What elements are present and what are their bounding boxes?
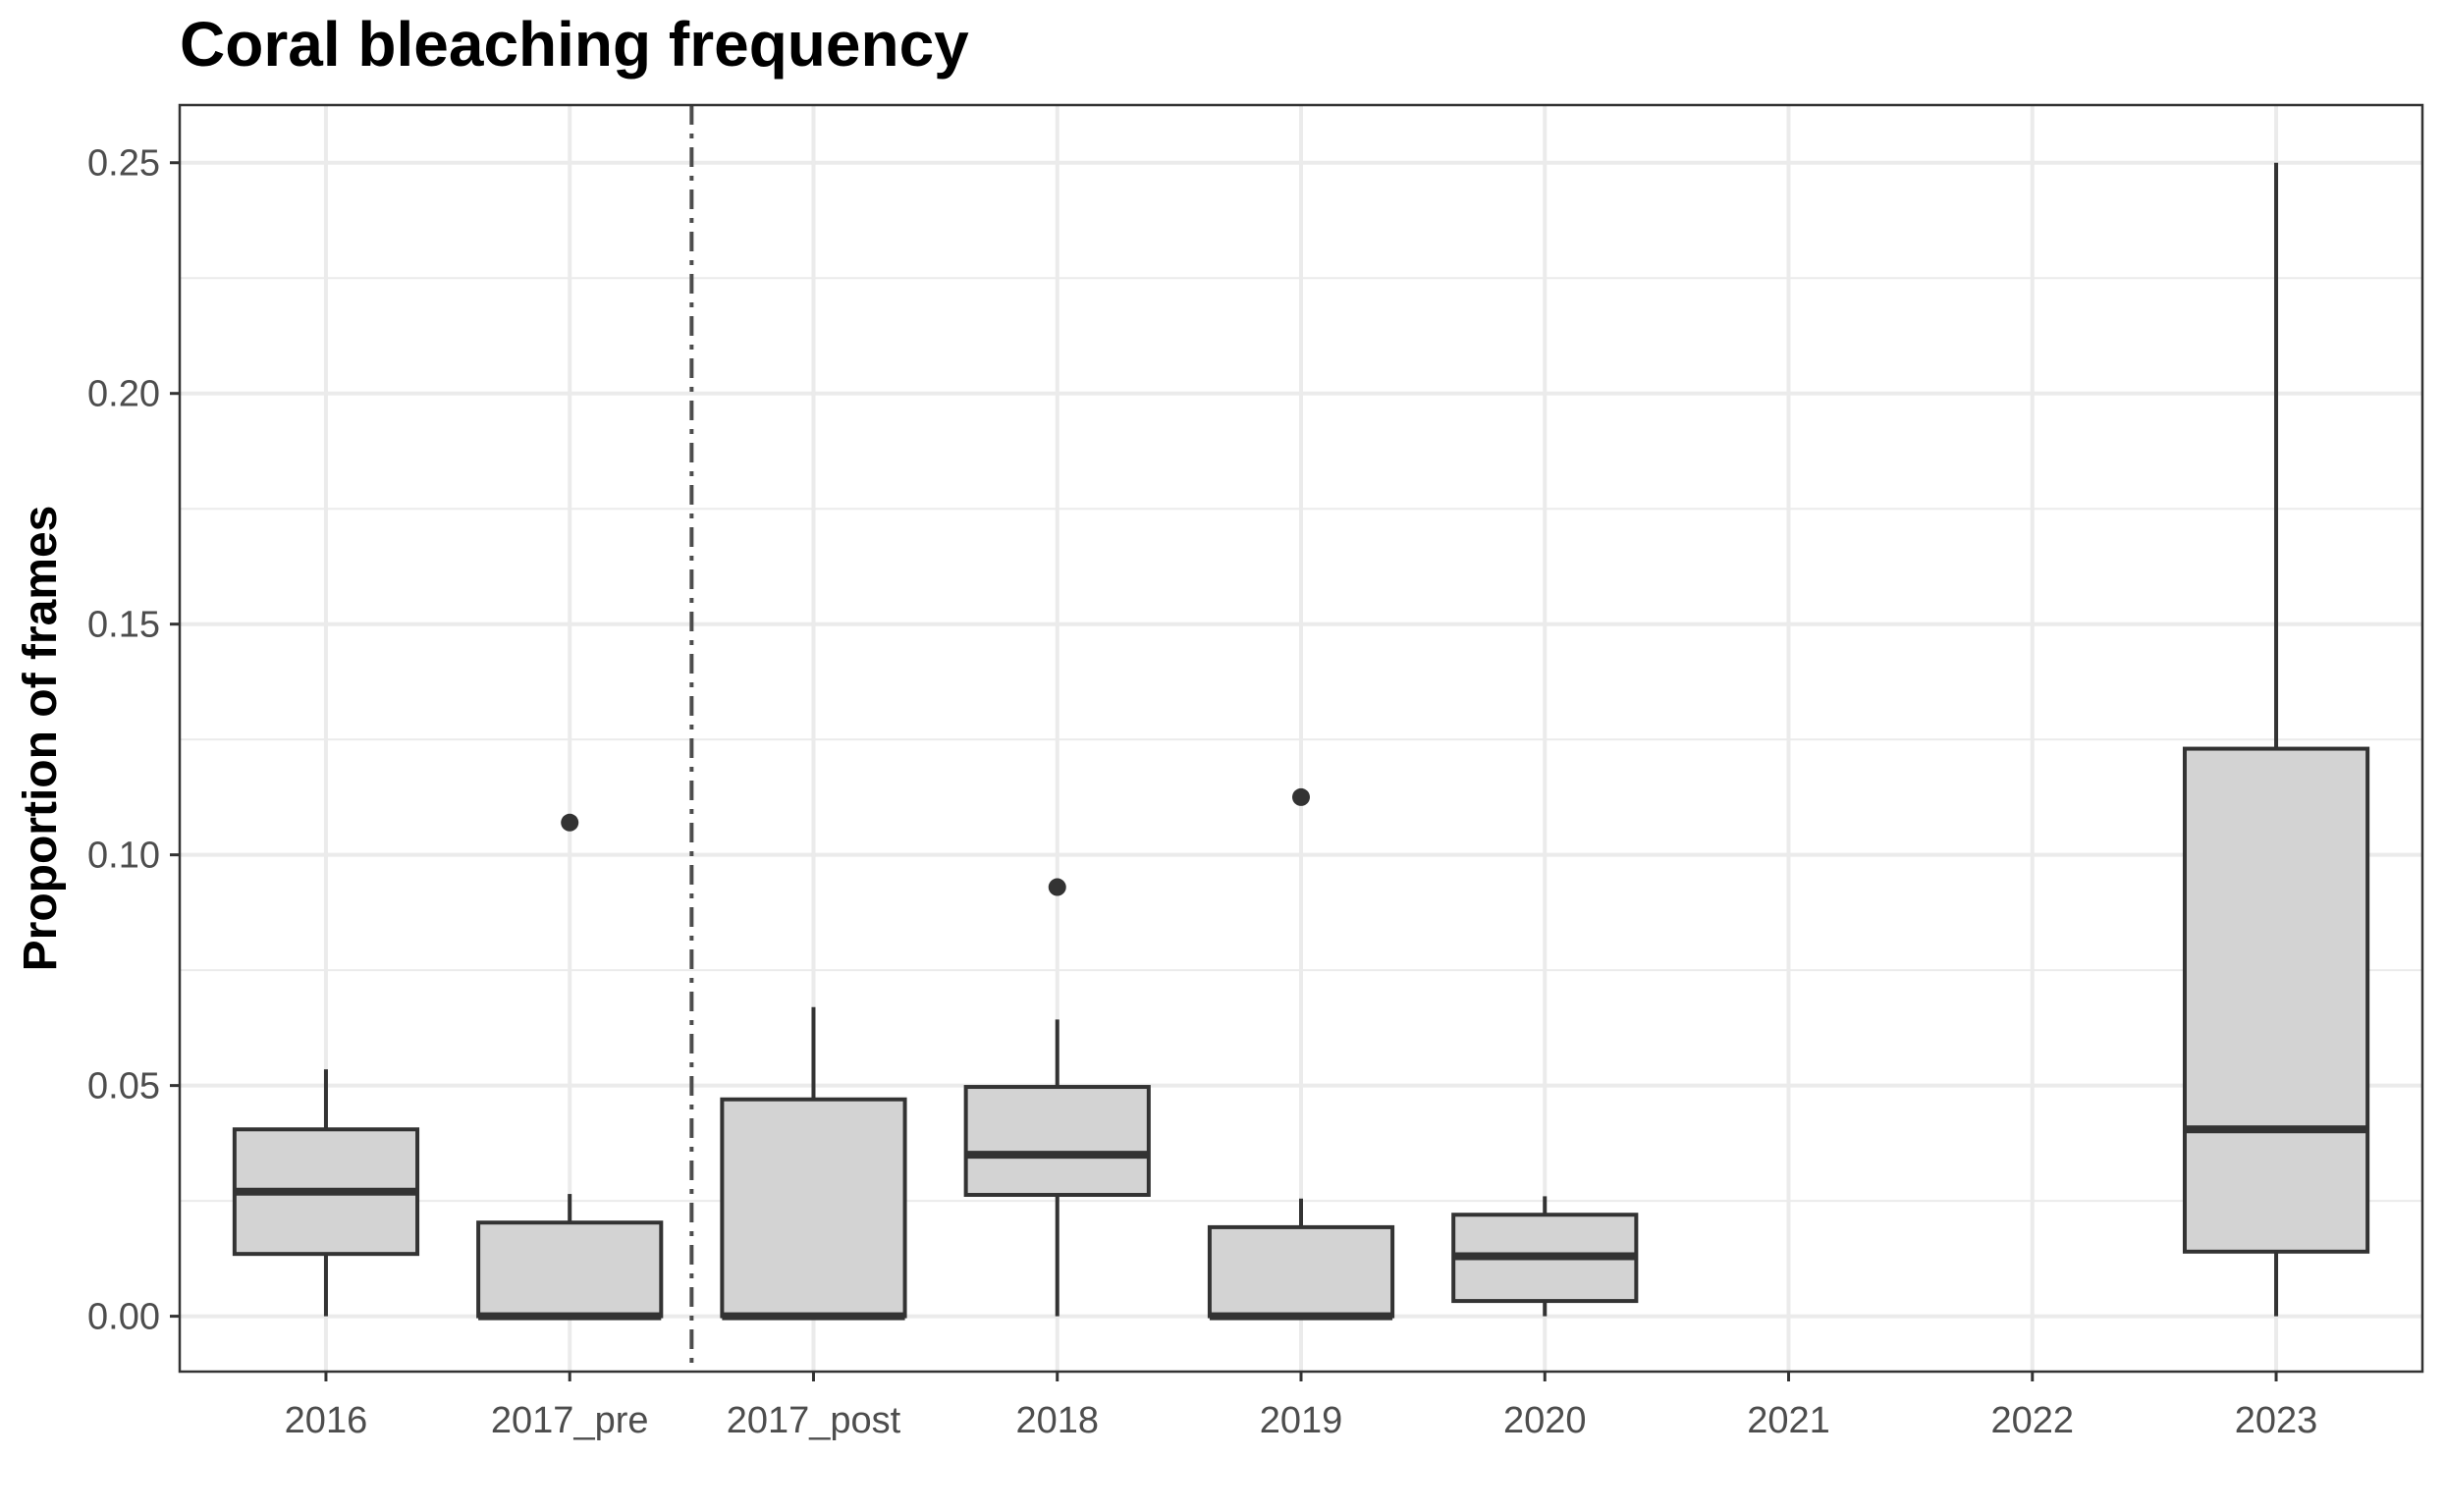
y-axis-title: Proportion of frames [15,506,67,972]
x-tick-label: 2017_post [727,1400,901,1441]
box-iqr [720,1097,907,1319]
y-tick-label: 0.10 [87,836,160,877]
box-iqr [2182,746,2370,1254]
box-2017_post [720,1006,907,1321]
x-tick-label: 2022 [1991,1400,2075,1441]
x-tick-label: 2021 [1747,1400,1830,1441]
box-2017_pre [476,813,664,1321]
box-2023 [2182,162,2370,1317]
box-2018 [963,878,1151,1317]
box-plots [232,105,2370,1372]
outlier-point [1048,878,1066,896]
outlier-point [1292,787,1310,806]
outlier-point [561,813,579,832]
box-2016 [232,1069,420,1317]
x-tick-label: 2020 [1503,1400,1587,1441]
box-iqr [1207,1224,1395,1319]
chart-title: Coral bleaching frequency [180,9,969,80]
box-2020 [1451,1196,1639,1317]
x-tick-label: 2018 [1015,1400,1099,1441]
box-2019 [1207,787,1395,1321]
x-tick-label: 2023 [2235,1400,2318,1441]
x-tick-label: 2019 [1260,1400,1343,1441]
y-tick-label: 0.05 [87,1066,160,1107]
x-tick-label: 2017_pre [491,1400,649,1441]
box-iqr [476,1220,664,1319]
x-tick-label: 2016 [285,1400,368,1441]
y-tick-label: 0.20 [87,374,160,415]
box-iqr [963,1085,1151,1198]
axes: 0.00 0.05 0.10 0.15 0.20 0.25 2016 2017_pre 2017… [87,143,2317,1441]
grid-lines [180,105,2422,1372]
y-tick-label: 0.15 [87,605,160,646]
y-tick-label: 0.00 [87,1297,160,1338]
y-tick-label: 0.25 [87,143,160,185]
